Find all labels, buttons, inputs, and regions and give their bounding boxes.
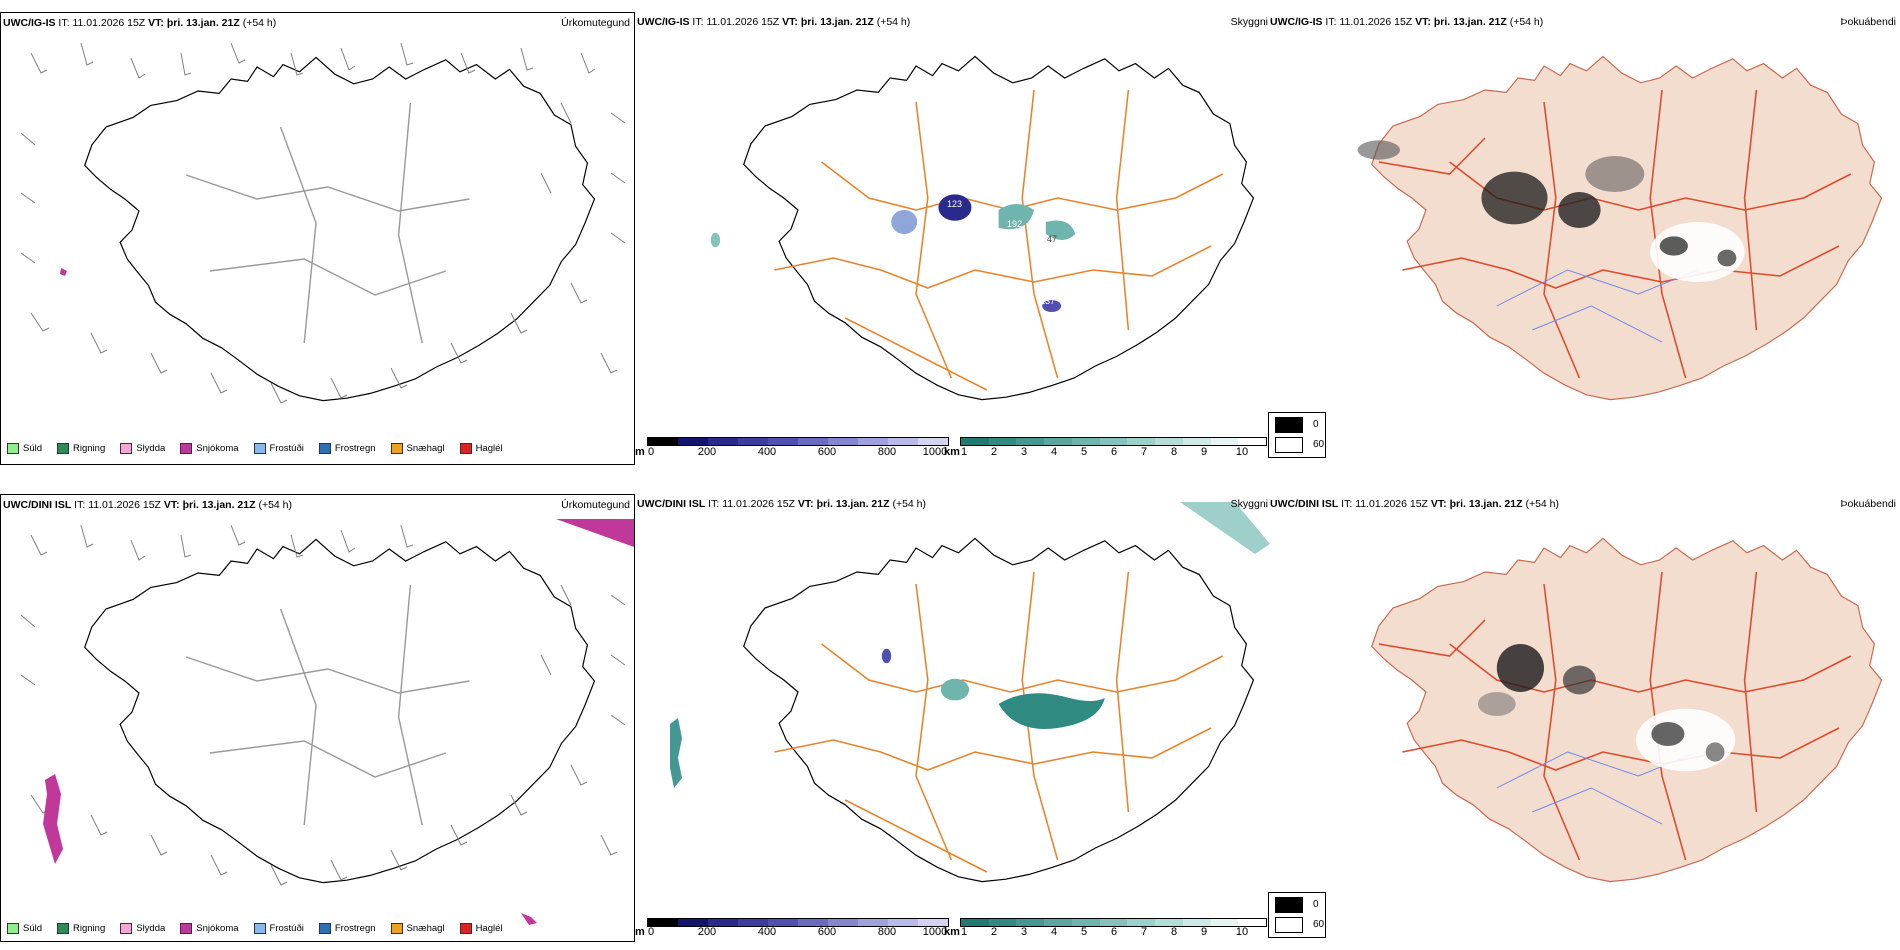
- legend-item-rigning: Rigning: [57, 923, 105, 934]
- visibility-km-unit: km: [944, 446, 960, 458]
- precip-type-map-top: [20, 42, 626, 404]
- visibility-map-bottom: 252 54: [670, 502, 1270, 883]
- visibility-panel-bottom: 252 54 UWC/DINI ISL IT: 11.01.2026 15Z V…: [635, 494, 1270, 942]
- vis-annotation-123: 123: [947, 199, 962, 209]
- legend-item-sudl: Súld: [7, 443, 42, 454]
- vis-annotation-47: 47: [1047, 234, 1057, 244]
- legend-item-snjokoma: Snjókoma: [180, 443, 239, 454]
- visibility-km-unit: km: [944, 926, 960, 938]
- panel-title: Úrkomutegund: [561, 17, 630, 29]
- fog-panel-bottom: UWC/DINI ISL IT: 11.01.2026 15Z VT: þri.…: [1268, 494, 1900, 942]
- visibility-km-colorbar: [960, 918, 1267, 927]
- fog-map-bottom: [1371, 537, 1883, 883]
- vis-annotation-252: 252: [947, 718, 962, 728]
- panel-header: UWC/IG-IS IT: 11.01.2026 15Z VT: þri. 13…: [1270, 16, 1544, 28]
- fog-panel-top: UWC/IG-IS IT: 11.01.2026 15Z VT: þri. 13…: [1268, 12, 1900, 465]
- panel-title: Skyggni: [1230, 498, 1268, 510]
- vis-annotation-54: 54: [1013, 744, 1023, 754]
- legend-item-slydda: Slydda: [120, 923, 165, 934]
- panel-header: UWC/DINI ISL IT: 11.01.2026 15Z VT: þri.…: [1270, 498, 1560, 510]
- legend-item-hagel: Haglél: [459, 443, 503, 454]
- visibility-m-unit: m: [635, 446, 645, 458]
- panel-header: UWC/DINI ISL IT: 11.01.2026 15Z VT: þri.…: [637, 498, 927, 510]
- legend-item-rigning: Rigning: [57, 443, 105, 454]
- precip-type-panel-top: UWC/IG-IS IT: 11.01.2026 15Z VT: þri. 13…: [0, 12, 635, 465]
- fog-legend-top: 0 60: [1268, 412, 1326, 458]
- visibility-m-colorbar: [647, 437, 949, 446]
- panel-header: UWC/IG-IS IT: 11.01.2026 15Z VT: þri. 13…: [3, 17, 277, 29]
- legend-item-snjokoma: Snjókoma: [180, 923, 239, 934]
- panel-title: Úrkomutegund: [561, 499, 630, 511]
- legend-item-frostudi: Frostúði: [253, 443, 304, 454]
- vis-annotation-192: 192: [1007, 219, 1022, 229]
- legend-item-snaehagl: Snæhagl: [390, 923, 445, 934]
- panel-title: Þokuábendi: [1840, 16, 1896, 28]
- panel-header: UWC/IG-IS IT: 11.01.2026 15Z VT: þri. 13…: [637, 16, 911, 28]
- fog-map-top: [1357, 55, 1883, 401]
- wind-barbs-bottom: [20, 524, 626, 886]
- precip-legend-bottom: Súld Rigning Slydda Snjókoma Frostúði Fr…: [7, 923, 503, 934]
- panel-title: Þokuábendi: [1840, 498, 1896, 510]
- legend-item-frostregn: Frostregn: [318, 923, 376, 934]
- panel-header: UWC/DINI ISL IT: 11.01.2026 15Z VT: þri.…: [3, 499, 293, 511]
- legend-item-hagel: Haglél: [459, 923, 503, 934]
- visibility-panel-top: 123 192 47 137 UWC/IG-IS IT: 11.01.2026 …: [635, 12, 1270, 465]
- panel-title: Skyggni: [1230, 16, 1268, 28]
- visibility-km-colorbar: [960, 437, 1267, 446]
- precip-type-panel-bottom: UWC/DINI ISL IT: 11.01.2026 15Z VT: þri.…: [0, 494, 635, 942]
- precip-type-map-bottom: [20, 519, 634, 925]
- vis-annotation-137: 137: [1040, 296, 1055, 306]
- legend-item-slydda: Slydda: [120, 443, 165, 454]
- legend-item-frostregn: Frostregn: [318, 443, 376, 454]
- legend-item-sudl: Súld: [7, 923, 42, 934]
- precip-legend-top: Súld Rigning Slydda Snjókoma Frostúði Fr…: [7, 443, 503, 454]
- visibility-map-top: 123 192 47 137: [710, 55, 1255, 401]
- visibility-m-colorbar: [647, 918, 949, 927]
- legend-item-frostudi: Frostúði: [253, 923, 304, 934]
- legend-item-snaehagl: Snæhagl: [390, 443, 445, 454]
- fog-legend-bottom: 0 60: [1268, 892, 1326, 938]
- wind-barbs-top: [20, 42, 626, 404]
- visibility-m-unit: m: [635, 926, 645, 938]
